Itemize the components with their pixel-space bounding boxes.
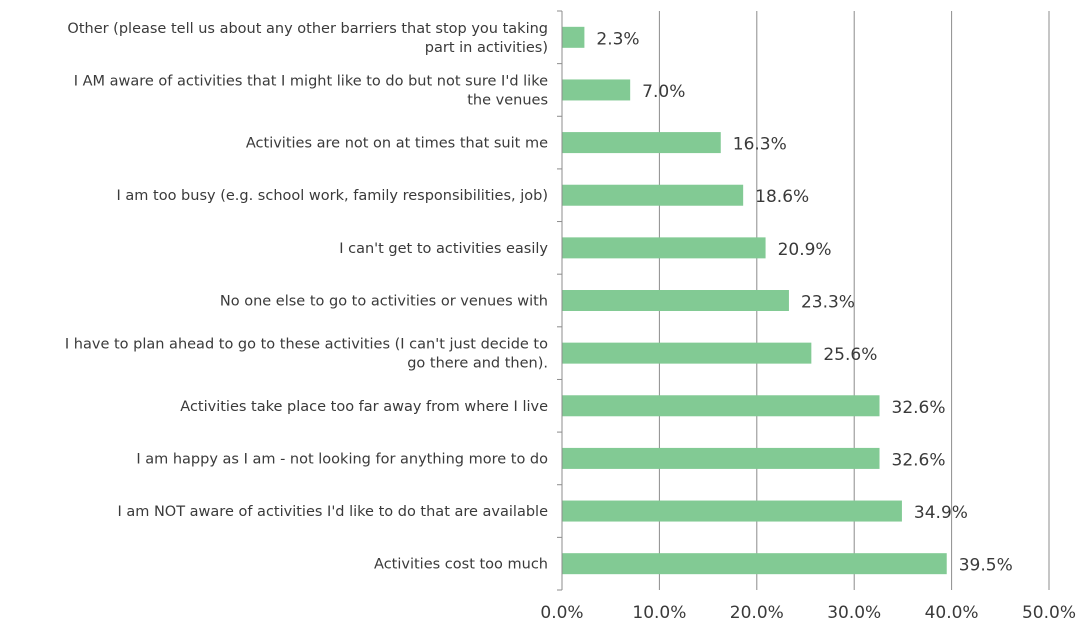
bar — [562, 395, 880, 417]
data-label: 34.9% — [914, 503, 968, 523]
bar — [562, 184, 744, 206]
category-label: I am NOT aware of activities I'd like to… — [117, 504, 548, 520]
category-label: I am too busy (e.g. school work, family … — [117, 188, 548, 204]
x-tick-label: 50.0% — [1022, 603, 1076, 623]
axes — [557, 10, 563, 591]
bar — [562, 26, 585, 48]
category-label: No one else to go to activities or venue… — [220, 294, 548, 310]
data-label: 7.0% — [642, 82, 685, 102]
category-labels: Other (please tell us about any other ba… — [65, 21, 549, 573]
x-tick-label: 10.0% — [632, 603, 686, 623]
data-label: 16.3% — [733, 135, 787, 155]
data-label: 25.6% — [823, 345, 877, 365]
category-label: part in activities) — [425, 40, 548, 56]
data-label: 39.5% — [959, 556, 1013, 576]
data-label: 32.6% — [892, 450, 946, 470]
category-label: I AM aware of activities that I might li… — [74, 73, 548, 89]
category-label: Activities take place too far away from … — [180, 399, 548, 415]
data-label: 32.6% — [892, 398, 946, 418]
bar — [562, 342, 812, 364]
bar — [562, 237, 766, 259]
category-label: I am happy as I am - not looking for any… — [136, 451, 548, 467]
data-label: 20.9% — [778, 240, 832, 260]
data-label: 2.3% — [596, 29, 639, 49]
category-label: Activities are not on at times that suit… — [246, 136, 548, 152]
x-tick-label: 0.0% — [540, 603, 583, 623]
data-label: 23.3% — [801, 293, 855, 313]
x-tick-label: 20.0% — [730, 603, 784, 623]
category-label: the venues — [467, 92, 548, 108]
bar — [562, 79, 631, 101]
data-label: 18.6% — [755, 187, 809, 207]
bars — [562, 26, 947, 575]
category-label: Other (please tell us about any other ba… — [67, 21, 548, 37]
gridlines — [658, 11, 1050, 590]
category-label: go there and then). — [407, 356, 548, 372]
bar — [562, 132, 721, 154]
x-tick-label: 40.0% — [925, 603, 979, 623]
bar — [562, 290, 789, 311]
x-tick-label: 30.0% — [827, 603, 881, 623]
category-label: Activities cost too much — [374, 557, 548, 573]
category-label: I have to plan ahead to go to these acti… — [65, 337, 548, 353]
bar — [562, 447, 880, 469]
x-tick-labels: 0.0% 10.0% 20.0% 30.0% 40.0% 50.0% — [540, 603, 1076, 623]
bar — [562, 500, 902, 522]
data-labels: 2.3% 7.0% 16.3% 18.6% 20.9% 23.3% 25.6% 32.6% 32… — [596, 29, 1012, 575]
category-label: I can't get to activities easily — [339, 241, 548, 257]
bar — [562, 553, 947, 575]
